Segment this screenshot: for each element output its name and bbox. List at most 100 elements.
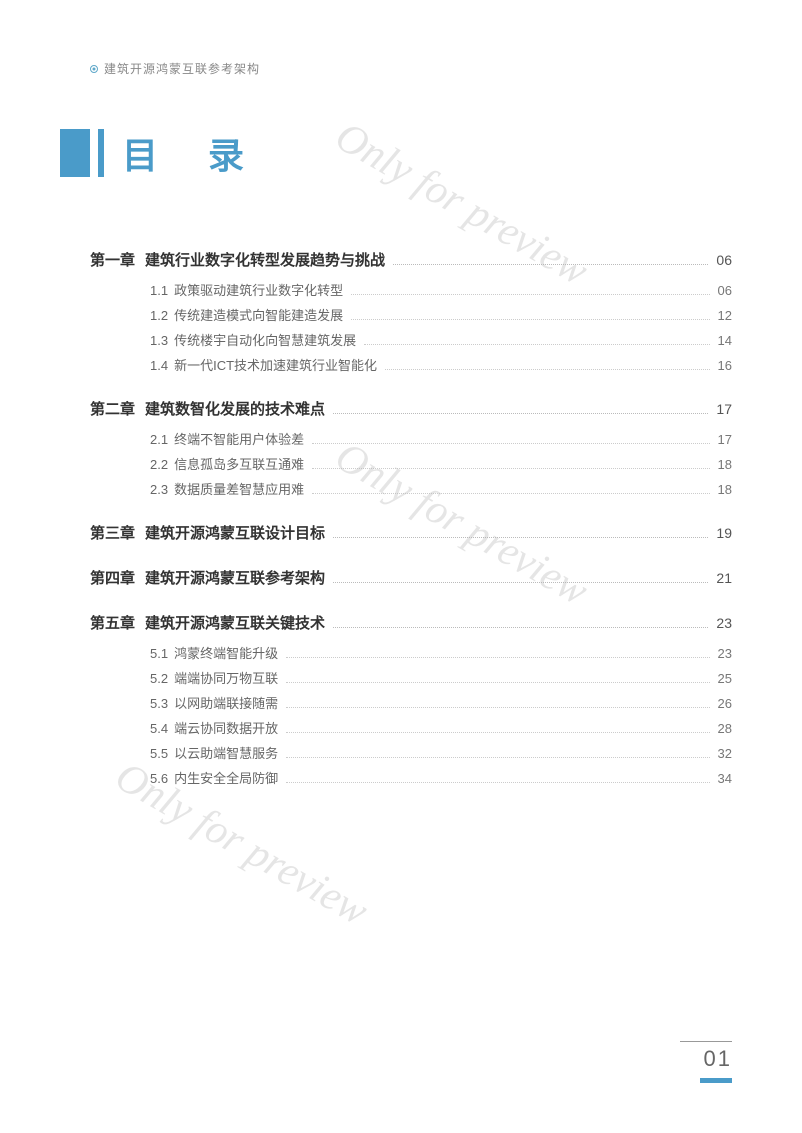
section-row: 5.6内生安全全局防御34: [150, 768, 732, 787]
section-page: 18: [718, 482, 732, 497]
section-page: 28: [718, 721, 732, 736]
chapter: 第五章建筑开源鸿蒙互联关键技术 23 5.1 鸿蒙终端智能升级 23 5.2端端协同万物互…: [90, 612, 732, 787]
chapter-title: 建筑开源鸿蒙互联关键技术: [145, 612, 325, 633]
leader-dots: [286, 682, 709, 683]
section-row: 5.3 以网助端联接随需 26: [150, 693, 732, 712]
section-row: 2.2信息孤岛多互联互通难18: [150, 454, 732, 473]
section-row: 1.2 传统建造模式向智能建造发展 12: [150, 305, 732, 324]
chapter-title: 建筑开源鸿蒙互联参考架构: [145, 567, 325, 588]
section-row: 1.1 政策驱动建筑行业数字化转型 06: [150, 280, 732, 299]
section-row: 5.5 以云助端智慧服务 32: [150, 743, 732, 762]
section-label: 5.1: [150, 646, 168, 661]
leader-dots: [312, 468, 709, 469]
section-label: 1.2: [150, 308, 168, 323]
section-page: 18: [718, 457, 732, 472]
section-page: 17: [718, 432, 732, 447]
section-label: 1.1: [150, 283, 168, 298]
leader-dots: [333, 582, 708, 583]
chapter-row: 第二章建筑数智化发展的技术难点 17: [90, 398, 732, 419]
leader-dots: [333, 413, 708, 414]
section-title: 鸿蒙终端智能升级: [174, 643, 278, 662]
bullet-icon: [90, 65, 98, 73]
chapter: 第三章建筑开源鸿蒙互联设计目标 19: [90, 522, 732, 543]
chapter-title: 建筑行业数字化转型发展趋势与挑战: [145, 249, 385, 270]
section-row: 2.1 终端不智能用户体验差 17: [150, 429, 732, 448]
leader-dots: [286, 732, 709, 733]
section-title: 政策驱动建筑行业数字化转型: [174, 280, 343, 299]
title-bar-thin: [98, 129, 104, 177]
page-number-line: [680, 1041, 732, 1042]
chapter: 第四章建筑开源鸿蒙互联参考架构 21: [90, 567, 732, 588]
section-label: 2.2: [150, 457, 168, 472]
title-bar-thick: [60, 129, 90, 177]
section-title: 传统楼宇自动化向智慧建筑发展: [174, 330, 356, 349]
leader-dots: [286, 657, 709, 658]
section-title: 以网助端联接随需: [174, 693, 278, 712]
section-label: 1.3: [150, 333, 168, 348]
section-label: 5.3: [150, 696, 168, 711]
section-title: 数据质量差智慧应用难: [174, 479, 304, 498]
leader-dots: [333, 627, 708, 628]
section-page: 32: [718, 746, 732, 761]
leader-dots: [364, 344, 709, 345]
title-block: 目 录: [60, 127, 732, 179]
section-title: 内生安全全局防御: [174, 768, 278, 787]
header-text: 建筑开源鸿蒙互联参考架构: [104, 60, 260, 77]
chapter-row: 第三章建筑开源鸿蒙互联设计目标 19: [90, 522, 732, 543]
section-page: 12: [718, 308, 732, 323]
document-header: 建筑开源鸿蒙互联参考架构: [90, 60, 732, 77]
section-title: 端云协同数据开放: [174, 718, 278, 737]
page-container: 建筑开源鸿蒙互联参考架构 目 录 第一章建筑行业数字化转型发展趋势与挑战061.…: [0, 0, 802, 1133]
section-title: 传统建造模式向智能建造发展: [174, 305, 343, 324]
section-label: 5.5: [150, 746, 168, 761]
leader-dots: [351, 319, 709, 320]
section-page: 06: [718, 283, 732, 298]
section-page: 16: [718, 358, 732, 373]
section-row: 1.3 传统楼宇自动化向智慧建筑发展 14: [150, 330, 732, 349]
section-page: 14: [718, 333, 732, 348]
page-number-bar: [700, 1078, 732, 1083]
chapter-label: 第三章: [90, 522, 135, 543]
chapter-row: 第一章建筑行业数字化转型发展趋势与挑战06: [90, 249, 732, 270]
chapter-page: 21: [716, 570, 732, 586]
chapter-row: 第四章建筑开源鸿蒙互联参考架构 21: [90, 567, 732, 588]
leader-dots: [286, 707, 709, 708]
section-page: 26: [718, 696, 732, 711]
section-label: 5.2: [150, 671, 168, 686]
section-title: 终端不智能用户体验差: [174, 429, 304, 448]
chapter-page: 23: [716, 615, 732, 631]
section-row: 5.2端端协同万物互联25: [150, 668, 732, 687]
leader-dots: [333, 537, 708, 538]
chapter-page: 17: [716, 401, 732, 417]
leader-dots: [385, 369, 710, 370]
chapter-label: 第五章: [90, 612, 135, 633]
table-of-contents: 第一章建筑行业数字化转型发展趋势与挑战061.1政策驱动建筑行业数字化转型061…: [90, 249, 732, 787]
chapter: 第一章建筑行业数字化转型发展趋势与挑战061.1政策驱动建筑行业数字化转型061…: [90, 249, 732, 374]
leader-dots: [312, 493, 709, 494]
section-label: 2.1: [150, 432, 168, 447]
section-page: 23: [718, 646, 732, 661]
leader-dots: [286, 782, 709, 783]
section-title: 以云助端智慧服务: [174, 743, 278, 762]
section-label: 2.3: [150, 482, 168, 497]
leader-dots: [351, 294, 709, 295]
section-title: 新一代ICT技术加速建筑行业智能化: [174, 355, 377, 374]
page-number: 01: [680, 1046, 732, 1072]
chapter-row: 第五章建筑开源鸿蒙互联关键技术 23: [90, 612, 732, 633]
chapter-label: 第四章: [90, 567, 135, 588]
page-title: 目 录: [122, 127, 264, 179]
chapter-title: 建筑数智化发展的技术难点: [145, 398, 325, 419]
section-page: 25: [718, 671, 732, 686]
section-row: 5.4 端云协同数据开放 28: [150, 718, 732, 737]
chapter-label: 第二章: [90, 398, 135, 419]
page-number-block: 01: [680, 1041, 732, 1083]
section-label: 5.4: [150, 721, 168, 736]
chapter-title: 建筑开源鸿蒙互联设计目标: [145, 522, 325, 543]
leader-dots: [286, 757, 709, 758]
section-label: 5.6: [150, 771, 168, 786]
chapter-page: 19: [716, 525, 732, 541]
chapter: 第二章建筑数智化发展的技术难点 17 2.1 终端不智能用户体验差 17 2.2信息孤岛多…: [90, 398, 732, 498]
section-row: 5.1 鸿蒙终端智能升级 23: [150, 643, 732, 662]
chapter-label: 第一章: [90, 249, 135, 270]
section-row: 1.4新一代ICT技术加速建筑行业智能化16: [150, 355, 732, 374]
